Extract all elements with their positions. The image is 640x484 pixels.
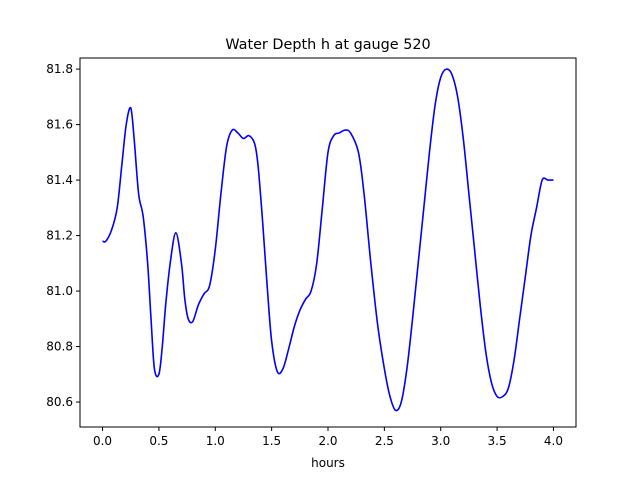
y-tick-label: 80.8 <box>46 340 73 354</box>
series-line-0 <box>102 68 554 412</box>
plot-area <box>102 68 554 412</box>
y-tick-label: 81.8 <box>46 62 73 76</box>
x-tick-label: 4.0 <box>544 434 563 448</box>
x-tick-label: 2.0 <box>318 434 337 448</box>
x-tick-label: 3.5 <box>488 434 507 448</box>
x-axis: 0.0 0.5 1.0 1.5 2.0 2.5 3.0 3.5 4.0 <box>93 427 563 448</box>
y-tick-label: 81.0 <box>46 284 73 298</box>
y-axis: 80.6 80.8 81.0 81.2 81.4 81.6 81.8 <box>46 62 80 409</box>
y-tick-label: 81.4 <box>46 173 73 187</box>
chart-title: Water Depth h at gauge 520 <box>225 37 430 53</box>
x-tick-label: 2.5 <box>375 434 394 448</box>
x-tick-label: 0.0 <box>93 434 112 448</box>
x-tick-label: 1.0 <box>206 434 225 448</box>
x-tick-label: 3.0 <box>431 434 450 448</box>
y-tick-label: 80.6 <box>46 395 73 409</box>
x-axis-label: hours <box>311 456 345 470</box>
x-tick-label: 1.5 <box>262 434 281 448</box>
y-tick-label: 81.2 <box>46 229 73 243</box>
x-tick-label: 0.5 <box>149 434 168 448</box>
plot-frame <box>79 57 577 428</box>
y-tick-label: 81.6 <box>46 118 73 132</box>
